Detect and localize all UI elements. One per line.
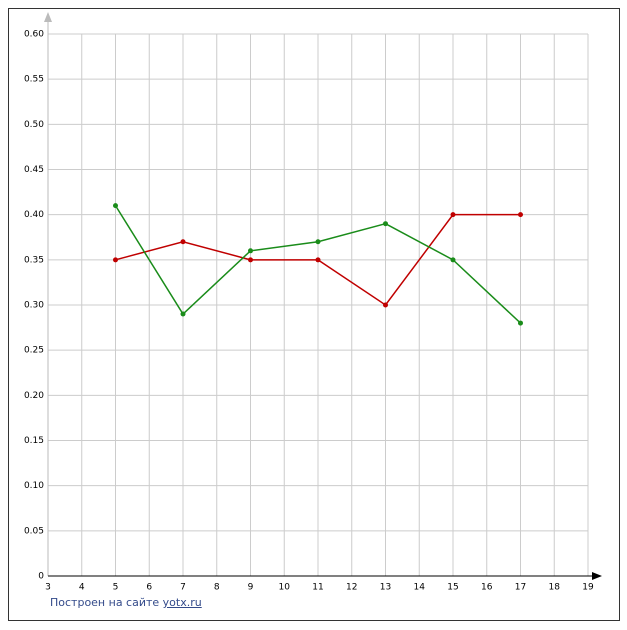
x-tick-label: 13	[380, 583, 391, 593]
x-tick-label: 8	[214, 583, 220, 593]
frame	[8, 8, 620, 621]
y-tick-label: 0.50	[24, 120, 44, 130]
y-tick-label: 0.15	[24, 436, 44, 446]
x-tick-label: 19	[582, 583, 594, 593]
point	[315, 257, 321, 263]
footer-text: Построен на сайте	[50, 596, 160, 609]
y-tick-label: 0.45	[24, 165, 44, 175]
point	[180, 239, 186, 245]
x-tick-label: 18	[549, 583, 561, 593]
x-tick-label: 11	[312, 583, 323, 593]
point	[248, 248, 253, 254]
point	[450, 212, 456, 218]
y-tick-label: 0.05	[24, 526, 44, 536]
point	[180, 311, 186, 317]
y-tick-label: 0.60	[24, 30, 44, 40]
x-tick-label: 3	[45, 583, 51, 593]
x-tick-label: 17	[515, 583, 526, 593]
x-tick-label: 16	[481, 583, 493, 593]
x-tick-label: 4	[79, 583, 85, 593]
x-tick-label: 6	[146, 583, 152, 593]
point	[113, 257, 118, 263]
x-tick-label: 9	[248, 583, 254, 593]
y-axis-arrow	[44, 12, 52, 22]
footer-link[interactable]: yotx.ru	[162, 596, 202, 609]
x-tick-label: 10	[279, 583, 291, 593]
point	[518, 320, 523, 326]
point	[383, 302, 388, 308]
y-tick-label: 0.10	[24, 481, 44, 491]
y-tick-label: 0.40	[24, 210, 44, 220]
point	[450, 257, 456, 263]
y-tick-label: 0.30	[24, 301, 44, 311]
x-axis-arrow	[592, 572, 602, 580]
x-tick-label: 7	[180, 583, 186, 593]
x-tick-label: 12	[346, 583, 357, 593]
point	[383, 221, 388, 227]
point	[248, 257, 253, 263]
point	[113, 203, 118, 209]
x-tick-label: 14	[414, 583, 426, 593]
x-tick-label: 5	[113, 583, 119, 593]
y-tick-label: 0.35	[24, 255, 44, 265]
point	[518, 212, 523, 218]
y-tick-label: 0.25	[24, 346, 44, 356]
y-tick-label: 0.20	[24, 391, 44, 401]
y-tick-label: 0	[38, 572, 44, 582]
x-tick-label: 15	[447, 583, 458, 593]
point	[315, 239, 321, 245]
footer: Построен на сайте yotx.ru	[50, 596, 202, 609]
y-tick-label: 0.55	[24, 75, 44, 85]
